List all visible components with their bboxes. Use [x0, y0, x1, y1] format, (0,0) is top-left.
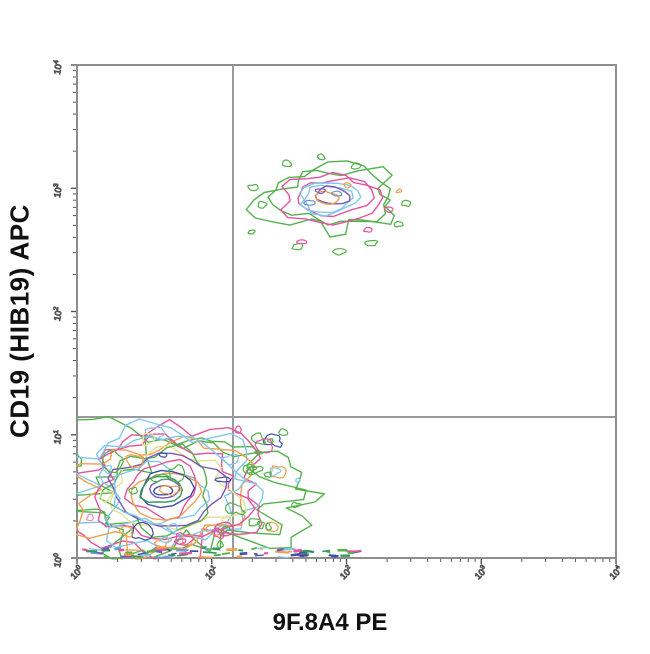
axis-debris-band [290, 548, 362, 558]
tick-label: 100 [68, 564, 86, 582]
population-double-positive [245, 153, 412, 256]
tick-label: 101 [203, 564, 221, 582]
x-axis-title: 9F.8A4 PE [272, 609, 388, 636]
quadrant-gates [77, 65, 616, 558]
plot-frame [76, 64, 617, 559]
tick-label: 104 [607, 564, 625, 582]
tick-label: 103 [472, 564, 490, 582]
tick-label: 103 [51, 183, 64, 199]
tick-label: 102 [337, 564, 355, 582]
axis-ticks-y: 100 101 102 103 104 [51, 59, 76, 569]
tick-label: 101 [51, 429, 64, 445]
y-axis-title: CD19 (HIB19) APC [4, 204, 35, 438]
contour-populations [76, 153, 412, 560]
population-double-negative [76, 415, 325, 560]
tick-label: 100 [51, 552, 64, 568]
tick-label: 104 [51, 59, 64, 75]
tick-label: 102 [51, 306, 64, 322]
axis-ticks-x: 100 101 102 103 104 [68, 559, 625, 582]
